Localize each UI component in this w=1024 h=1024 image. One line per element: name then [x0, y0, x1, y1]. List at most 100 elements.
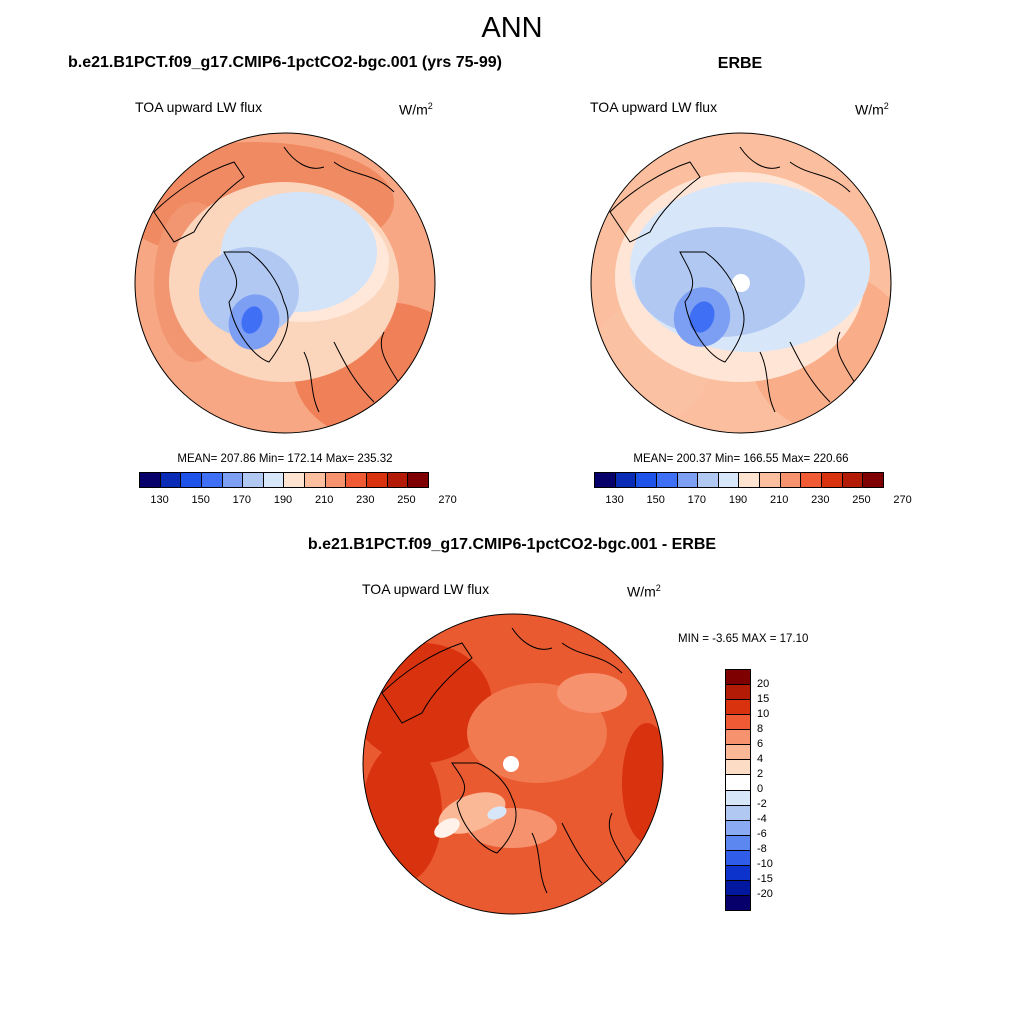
panel1-stats: MEAN= 207.86 Min= 172.14 Max= 235.32 [177, 453, 393, 465]
colorbar-swatch [677, 473, 699, 487]
colorbar-tick-label: 4 [757, 753, 764, 765]
panel2-coastline-asia [739, 146, 851, 193]
panel1-coastline-greenland [223, 251, 289, 363]
colorbar-tick-label: 170 [687, 494, 707, 506]
panel3-field-siberia [557, 673, 627, 713]
colorbar-tick-label: -4 [757, 813, 767, 825]
colorbar-swatch [615, 473, 637, 487]
colorbar-swatch [726, 865, 750, 881]
panel1-polar-map [134, 132, 436, 434]
colorbar-tick-label: 270 [438, 494, 457, 506]
colorbar-tick-label: 0 [757, 783, 764, 795]
colorbar-swatch [367, 473, 388, 487]
colorbar-swatch [726, 835, 750, 851]
figure-title: ANN [481, 12, 543, 44]
colorbar-tick-label: 190 [273, 494, 293, 506]
panel3-map-border [362, 613, 664, 915]
colorbar-swatch [656, 473, 678, 487]
colorbar-swatch [408, 473, 428, 487]
panel3-title: b.e21.B1PCT.f09_g17.CMIP6-1pctCO2-bgc.00… [307, 536, 717, 553]
colorbar-swatch [739, 473, 761, 487]
panel1-map-border [134, 132, 436, 434]
colorbar-swatch [160, 473, 182, 487]
panel1-colorbar [139, 472, 429, 488]
colorbar-tick-label: -15 [757, 873, 773, 885]
panel1-units-label: W/m2 [399, 101, 433, 118]
panel3-polar-map [362, 613, 664, 915]
panel3-units-label: W/m2 [627, 583, 661, 600]
colorbar-swatch [726, 850, 750, 866]
colorbar-swatch [181, 473, 202, 487]
colorbar-swatch [726, 700, 750, 716]
colorbar-swatch [726, 745, 750, 761]
colorbar-swatch [595, 473, 616, 487]
panel2-variable-label: TOA upward LW flux [590, 99, 718, 115]
colorbar-swatch [387, 473, 409, 487]
colorbar-tick-label: 6 [757, 738, 764, 750]
colorbar-tick-label: 250 [397, 494, 416, 506]
panel3-coastline-asia [511, 627, 623, 674]
colorbar-swatch [140, 473, 161, 487]
colorbar-swatch [222, 473, 244, 487]
panel3-colorbar [725, 669, 751, 911]
panel2-coastline-greenland [679, 251, 745, 363]
panel2-pole-hole [732, 274, 750, 292]
colorbar-tick-label: -2 [757, 798, 767, 810]
colorbar-swatch [243, 473, 264, 487]
colorbar-tick-label: -8 [757, 843, 767, 855]
colorbar-tick-label: 230 [356, 494, 375, 506]
colorbar-swatch [726, 895, 750, 910]
colorbar-swatch [726, 715, 750, 731]
colorbar-swatch [726, 730, 750, 746]
panel3-pole-hole [503, 756, 519, 772]
panel2-title: ERBE [717, 55, 763, 72]
panel1-title: b.e21.B1PCT.f09_g17.CMIP6-1pctCO2-bgc.00… [68, 54, 502, 71]
panel2-map-border [590, 132, 892, 434]
panel1-variable-label: TOA upward LW flux [135, 99, 263, 115]
colorbar-tick-label: 210 [314, 494, 334, 506]
colorbar-swatch [726, 805, 750, 821]
colorbar-swatch [284, 473, 306, 487]
colorbar-tick-label: -6 [757, 828, 767, 840]
colorbar-tick-label: 130 [150, 494, 169, 506]
colorbar-tick-label: 210 [769, 494, 789, 506]
panel2-colorbar [594, 472, 884, 488]
colorbar-swatch [718, 473, 740, 487]
colorbar-swatch [822, 473, 843, 487]
colorbar-tick-label: 150 [646, 494, 665, 506]
colorbar-swatch [801, 473, 823, 487]
panel1-field-greenland-min [241, 306, 263, 334]
colorbar-swatch [780, 473, 802, 487]
colorbar-swatch [636, 473, 657, 487]
colorbar-swatch [263, 473, 285, 487]
panel2-stats: MEAN= 200.37 Min= 166.55 Max= 220.66 [633, 453, 849, 465]
colorbar-tick-label: -20 [757, 888, 773, 900]
colorbar-swatch [698, 473, 719, 487]
colorbar-swatch [760, 473, 781, 487]
panel2-coastline-north-america [609, 161, 701, 243]
colorbar-swatch [726, 685, 750, 701]
panel2-units-label: W/m2 [855, 101, 889, 118]
panel3-field-high-right [622, 723, 663, 843]
colorbar-swatch [842, 473, 864, 487]
colorbar-tick-label: 130 [605, 494, 624, 506]
colorbar-tick-label: 170 [232, 494, 252, 506]
colorbar-tick-label: 250 [852, 494, 871, 506]
colorbar-tick-label: 150 [191, 494, 210, 506]
colorbar-tick-label: 2 [757, 768, 764, 780]
colorbar-swatch [726, 760, 750, 776]
panel3-coastline-north-america [381, 642, 473, 724]
colorbar-swatch [201, 473, 223, 487]
colorbar-tick-label: 270 [893, 494, 912, 506]
colorbar-swatch [726, 880, 750, 896]
colorbar-swatch [726, 820, 750, 836]
panel1-coastline-asia [283, 146, 395, 193]
colorbar-swatch [726, 670, 750, 686]
panel3-field-near-zero [434, 818, 460, 838]
panel3-stats: MIN = -3.65 MAX = 17.10 [678, 633, 809, 645]
panel3-field-negative [487, 806, 507, 820]
panel2-field-greenland-min [689, 301, 715, 333]
colorbar-swatch [325, 473, 347, 487]
colorbar-swatch [305, 473, 326, 487]
colorbar-tick-label: 8 [757, 723, 764, 735]
